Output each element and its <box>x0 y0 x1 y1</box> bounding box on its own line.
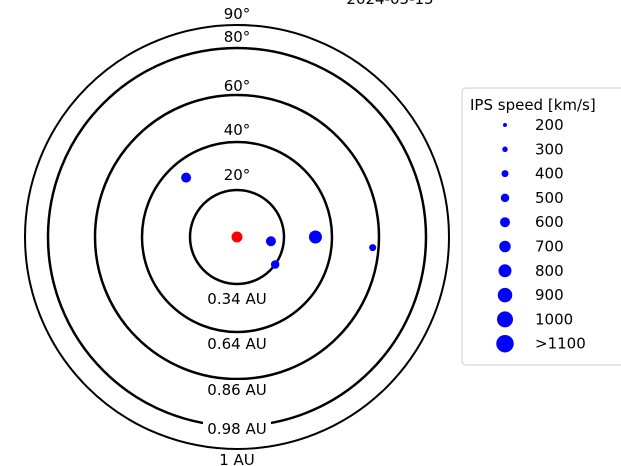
angle-label-1: 20° <box>224 166 251 184</box>
distance-label-bg-3 <box>203 380 271 399</box>
chart-subtitle: 2024-05-15 <box>346 0 433 8</box>
ring-1 <box>188 188 286 286</box>
ring-labels: 20° 0.34 AU 40° 0.64 AU 60° 0.86 AU 80° 0.98 AU… <box>203 5 271 466</box>
ips-point-4 <box>308 230 322 244</box>
legend-entry-8: 900 <box>535 286 564 304</box>
legend-entries: 200 300 400 500 600 700 800 900 1000 >1100 <box>496 116 586 353</box>
legend-marker-4 <box>500 193 510 203</box>
distance-label-3: 0.86 AU <box>207 381 266 399</box>
distance-label-5: 1 AU <box>219 451 255 466</box>
legend-marker-9 <box>497 311 513 328</box>
angle-label-4: 80° <box>224 28 251 46</box>
points-layer <box>181 172 377 269</box>
legend-entry-10: >1100 <box>535 335 586 353</box>
legend-entry-7: 800 <box>535 262 564 280</box>
legend-entry-5: 600 <box>535 213 564 231</box>
legend-entry-4: 500 <box>535 189 564 207</box>
angle-label-5: 90° <box>224 5 251 23</box>
legend-entry-6: 700 <box>535 238 564 256</box>
ring-2 <box>140 140 334 334</box>
legend-marker-7 <box>498 264 512 278</box>
legend-entry-9: 1000 <box>535 310 573 328</box>
distance-label-bg-4 <box>203 419 271 438</box>
angle-label-3: 60° <box>224 77 251 95</box>
legend-entry-2: 300 <box>535 140 564 158</box>
distance-label-4: 0.98 AU <box>207 420 266 438</box>
sun-marker <box>231 231 243 243</box>
legend-marker-3 <box>501 170 509 178</box>
legend-marker-5 <box>500 217 510 228</box>
ips-point-1 <box>181 172 192 183</box>
legend: IPS speed [km/s] 200 300 400 500 600 700 800 90… <box>461 87 621 366</box>
ring-3 <box>93 93 381 381</box>
legend-marker-1 <box>503 123 507 127</box>
ring-5 <box>24 24 450 450</box>
legend-marker-6 <box>499 240 511 253</box>
distance-label-2: 0.64 AU <box>207 335 266 353</box>
distance-label-bg-5 <box>203 450 271 466</box>
legend-entry-1: 200 <box>535 116 564 134</box>
ips-point-5 <box>369 244 377 252</box>
distance-label-1: 0.34 AU <box>207 290 266 308</box>
legend-title: IPS speed [km/s] <box>470 96 596 114</box>
ips-point-2 <box>265 236 276 247</box>
distance-label-bg-1 <box>203 289 271 308</box>
legend-marker-8 <box>497 287 513 303</box>
distance-label-bg-2 <box>203 334 271 353</box>
legend-marker-10 <box>496 334 514 353</box>
angle-label-2: 40° <box>224 121 251 139</box>
legend-marker-2 <box>502 146 508 153</box>
ips-point-3 <box>270 260 280 269</box>
legend-entry-3: 400 <box>535 165 564 183</box>
